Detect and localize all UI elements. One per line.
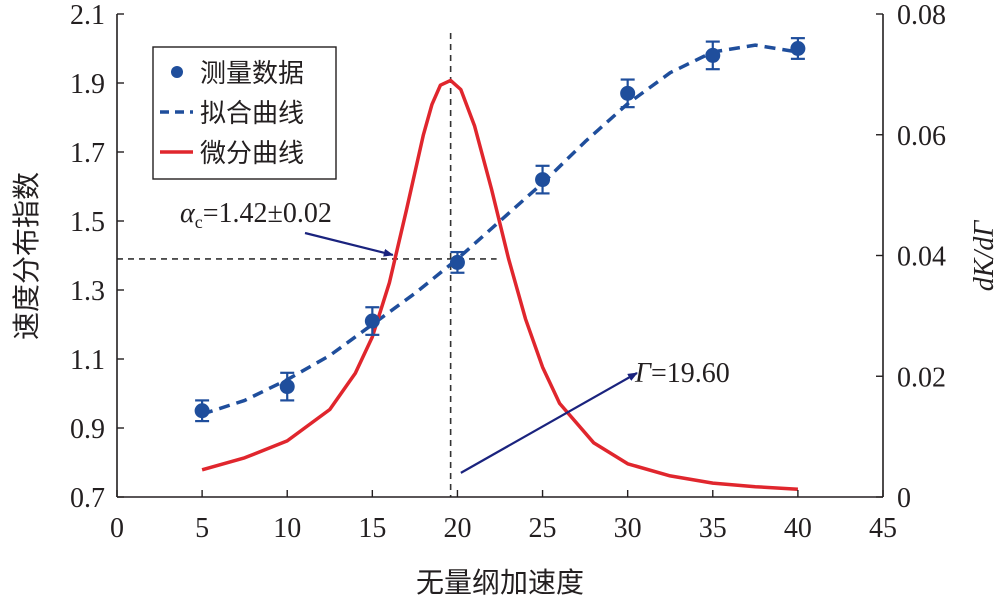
legend: 测量数据 拟合曲线 微分曲线 (152, 46, 337, 180)
x-tick-label: 40 (784, 513, 812, 544)
gamma-value: =19.60 (651, 358, 730, 389)
x-tick-label: 45 (869, 513, 897, 544)
legend-label-fit: 拟合曲线 (200, 99, 304, 129)
y-left-tick-label: 1.3 (70, 276, 105, 307)
x-tick-label: 15 (358, 513, 386, 544)
y-right-tick-label: 0.08 (897, 0, 946, 31)
y-left-tick-label: 1.1 (70, 345, 105, 376)
y-left-tick-label: 1.9 (70, 69, 105, 100)
data-point (449, 254, 465, 270)
y-axis-right-title: dK/dΓ (969, 220, 1000, 291)
data-point (535, 172, 551, 188)
y-right-tick-label: 0.06 (897, 121, 946, 152)
series-layer (194, 37, 806, 491)
y-right-tick-label: 0.04 (897, 242, 946, 273)
alpha-arrow (304, 231, 394, 257)
data-point (279, 379, 295, 395)
gamma-annotation: Γ=19.60 (634, 358, 730, 389)
data-point (194, 403, 210, 419)
x-tick-label: 10 (273, 513, 301, 544)
gamma-arrow (460, 372, 638, 474)
y-left-tick-label: 0.9 (70, 414, 105, 445)
data-point (790, 41, 806, 56)
y-left-tick-label: 2.1 (70, 0, 105, 31)
y-right-tick-label: 0 (897, 483, 911, 514)
x-ticks: 0 5 10 15 20 25 30 35 40 45 (110, 490, 897, 544)
legend-marker-measured (171, 66, 183, 78)
data-point (705, 47, 721, 63)
x-tick-label: 35 (699, 513, 727, 544)
derivative-curve-line (201, 78, 799, 491)
y-left-tick-label: 0.7 (70, 483, 105, 514)
x-axis-title: 无量纲加速度 (416, 566, 584, 599)
y-left-ticks: 0.7 0.9 1.1 1.3 1.5 1.7 1.9 2.1 (70, 0, 124, 514)
y-left-tick-label: 1.5 (70, 207, 105, 238)
x-tick-label: 0 (110, 513, 124, 544)
x-tick-label: 20 (443, 513, 471, 544)
fit-curve-line (201, 43, 799, 416)
gamma-symbol: Γ (634, 358, 652, 389)
alpha-subscript: c (195, 212, 203, 232)
alpha-value: =1.42±0.02 (203, 198, 332, 229)
x-tick-label: 25 (529, 513, 557, 544)
x-tick-label: 30 (614, 513, 642, 544)
y-left-tick-label: 1.7 (70, 138, 105, 169)
data-point (364, 313, 380, 329)
alpha-symbol: α (180, 198, 196, 229)
alpha-annotation: αc=1.42±0.02 (180, 198, 332, 232)
annotations: αc=1.42±0.02 Γ=19.60 (180, 198, 730, 474)
y-axis-left-title: 速度分布指数 (10, 172, 43, 340)
y-right-tick-label: 0.02 (897, 362, 946, 393)
legend-label-derivative: 微分曲线 (200, 139, 304, 169)
x-tick-label: 5 (195, 513, 209, 544)
legend-label-measured: 测量数据 (200, 59, 304, 89)
data-point (620, 85, 636, 101)
y-right-ticks: 0 0.02 0.04 0.06 0.08 (876, 0, 946, 514)
